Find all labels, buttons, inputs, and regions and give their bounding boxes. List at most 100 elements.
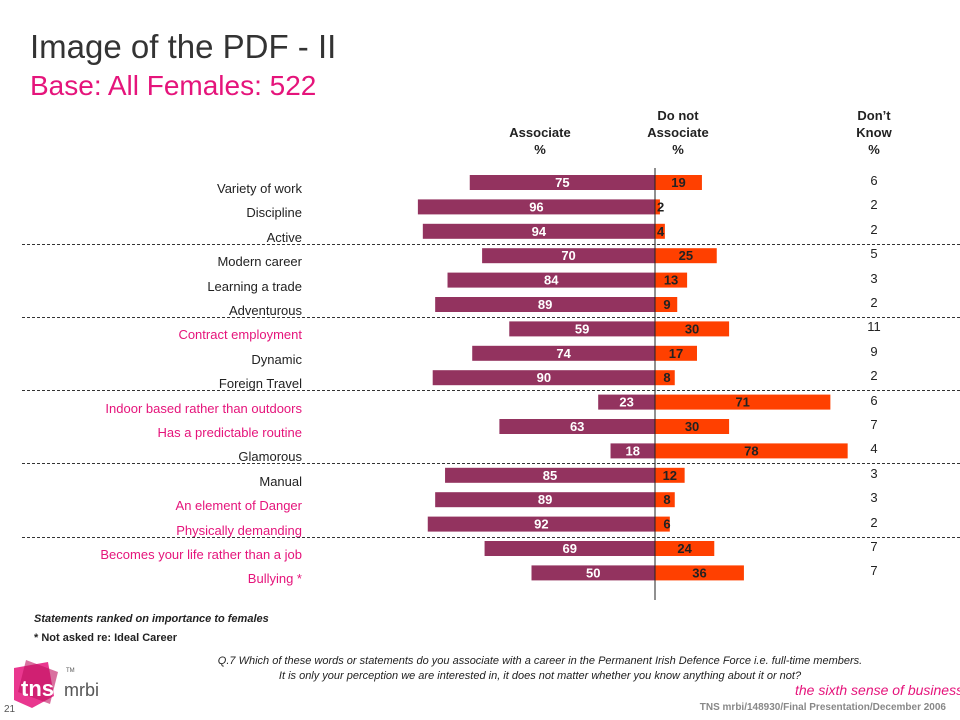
statement-label: Glamorous [238,449,302,465]
not-associate-bar [655,516,670,532]
associate-value-label: 50 [586,565,600,580]
tns-logo-icon: tns mrbi TM [14,660,99,708]
associate-value-label: 59 [575,321,589,336]
dont-know-value: 11 [867,319,881,335]
associate-bar [435,492,655,508]
not-associate-bar [655,443,848,459]
dont-know-value: 4 [870,441,878,457]
dont-know-value: 7 [870,417,878,432]
not-associate-bar [655,467,685,483]
not-associate-bar [655,419,730,434]
associate-bar [531,565,655,581]
asterisk-note: * Not asked re: Ideal Career [34,632,178,644]
dont-know-value: 2 [870,368,878,384]
associate-value-label: 18 [626,443,640,458]
not-associate-value-label: 78 [744,443,758,458]
dont-know-value: 2 [870,295,878,310]
page-title: Image of the PDF - II [30,28,337,65]
not-associate-value-label: 13 [664,273,678,288]
page-subtitle: Base: All Females: 522 [30,70,317,101]
not-associate-value-label: 2 [657,199,664,214]
logo-text: tns [21,676,54,701]
dont-know-value: 3 [870,465,878,481]
dont-know-value: 7 [870,563,878,579]
associate-bar [417,199,655,215]
not-associate-value-label: 19 [671,175,685,190]
logo-sub-text: mrbi [64,680,99,700]
not-associate-value-label: 6 [663,517,670,532]
not-associate-bar [655,175,702,190]
column-header-line: % [868,142,880,157]
dont-know-value: 2 [870,221,878,237]
associate-value-label: 94 [532,224,547,239]
not-associate-bar [655,345,697,361]
associate-bar [509,321,655,337]
not-associate-value-label: 8 [663,492,670,507]
dont-know-value: 6 [870,173,878,188]
column-header-line: % [672,142,684,157]
not-associate-bar [655,541,715,556]
group-separator [22,390,960,391]
associate-value-label: 90 [537,370,551,385]
associate-value-label: 96 [529,199,543,214]
question-line-2: It is only your perception we are intere… [278,670,802,682]
associate-value-label: 23 [619,395,633,410]
group-separator [22,463,960,464]
not-associate-value-label: 8 [663,370,670,385]
not-associate-value-label: 17 [669,346,683,361]
not-associate-bar [655,394,831,410]
not-associate-bar [655,248,717,264]
associate-value-label: 89 [538,492,552,507]
associate-bar [427,516,655,532]
associate-bar [422,223,655,239]
column-header-line: Do not [657,108,699,123]
not-associate-bar [655,565,744,581]
not-associate-bar [655,297,678,312]
question-text: Q.7 Which of these words or statements d… [150,654,930,684]
statement-label: Foreign Travel [218,376,302,392]
dont-know-value: 2 [870,197,878,213]
not-associate-value-label: 24 [677,541,692,556]
statement-label: Adventurous [229,303,302,318]
dont-know-value: 7 [870,539,878,554]
associate-bar [469,175,655,190]
not-associate-bar [655,370,675,386]
statement-label: Modern career [217,254,302,270]
statement-label: Discipline [246,205,302,221]
associate-value-label: 92 [534,517,548,532]
statement-label: Has a predictable routine [157,425,302,440]
group-separator [22,244,960,245]
associate-value-label: 69 [563,541,577,556]
statement-label: Manual [259,473,302,489]
associate-value-label: 84 [544,273,559,288]
column-header-associate: Associate % [490,124,590,158]
not-associate-bar [655,321,730,337]
column-header-dont-know: Don’t Know % [824,107,924,158]
associate-bar [482,248,655,264]
tagline-text: the sixth sense of business [795,682,960,698]
not-associate-value-label: 36 [692,565,706,580]
associate-bar [499,419,655,434]
associate-value-label: 70 [561,248,575,263]
statement-label: Variety of work [216,181,302,196]
dont-know-value: 3 [870,270,878,286]
dont-know-value: 5 [870,246,878,262]
not-associate-value-label: 71 [735,395,749,410]
associate-bar [484,541,655,556]
statement-label: Bullying * [247,571,302,587]
associate-bar [432,370,655,386]
not-associate-value-label: 4 [657,224,665,239]
statement-label: Active [266,229,302,245]
not-associate-bar [655,272,688,288]
footer-reference: TNS mrbi/148930/Final Presentation/Decem… [699,702,946,713]
ranking-note: Statements ranked on importance to femal… [34,613,269,625]
dont-know-value: 6 [870,392,878,408]
logo-trademark: TM [66,668,75,674]
associate-value-label: 89 [538,297,552,312]
group-separator [22,537,960,538]
column-header-line: % [534,142,546,157]
associate-bar [610,443,655,459]
group-separator [22,317,960,318]
not-associate-bar [655,492,675,508]
